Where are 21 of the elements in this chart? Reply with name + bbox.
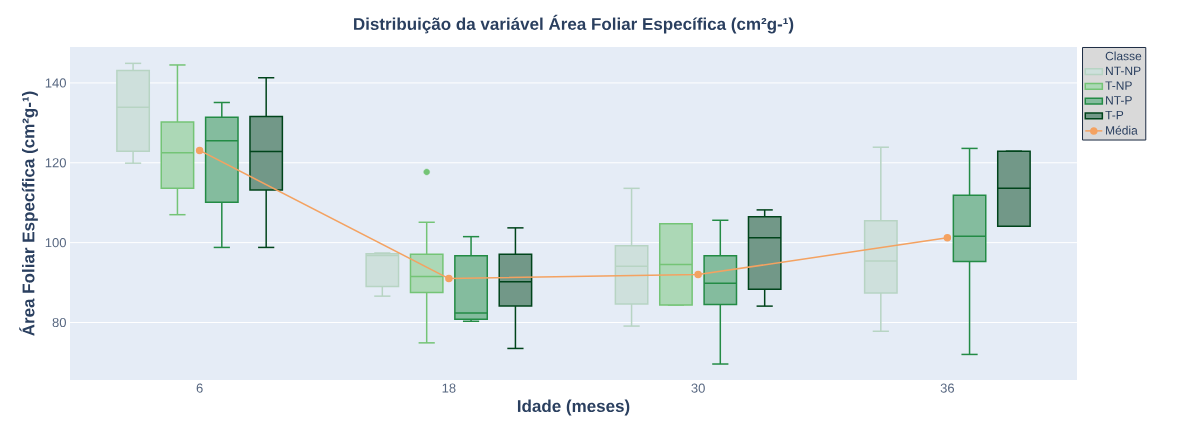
- point: [694, 270, 702, 279]
- point: [195, 146, 204, 155]
- y-tick-label: 100: [45, 238, 66, 248]
- chart-title: Distribuição da variável Área Foliar Específica (cm²g-¹): [354, 14, 794, 34]
- legend-label: NT-NP: [1106, 66, 1141, 75]
- y-axis-title: Área Foliar Específica (cm²g-¹): [19, 91, 38, 336]
- legend-label: NT-P: [1106, 96, 1132, 105]
- x-tick-label: 18: [442, 383, 456, 393]
- y-tick-label: 140: [45, 78, 66, 88]
- point: [445, 274, 453, 283]
- legend-label: Média: [1106, 125, 1138, 135]
- legend-label: T-P: [1105, 110, 1124, 120]
- x-tick-label: 36: [940, 383, 955, 393]
- legend-title: Classe: [1105, 51, 1142, 61]
- y-tick-label: 80: [52, 317, 66, 328]
- x-tick-label: 30: [691, 383, 705, 393]
- x-tick-label: 6: [196, 383, 203, 393]
- y-tick-label: 120: [45, 158, 66, 168]
- point: [943, 234, 952, 242]
- x-axis-title: Idade (meses): [517, 399, 630, 416]
- legend-label: T-NP: [1105, 81, 1132, 90]
